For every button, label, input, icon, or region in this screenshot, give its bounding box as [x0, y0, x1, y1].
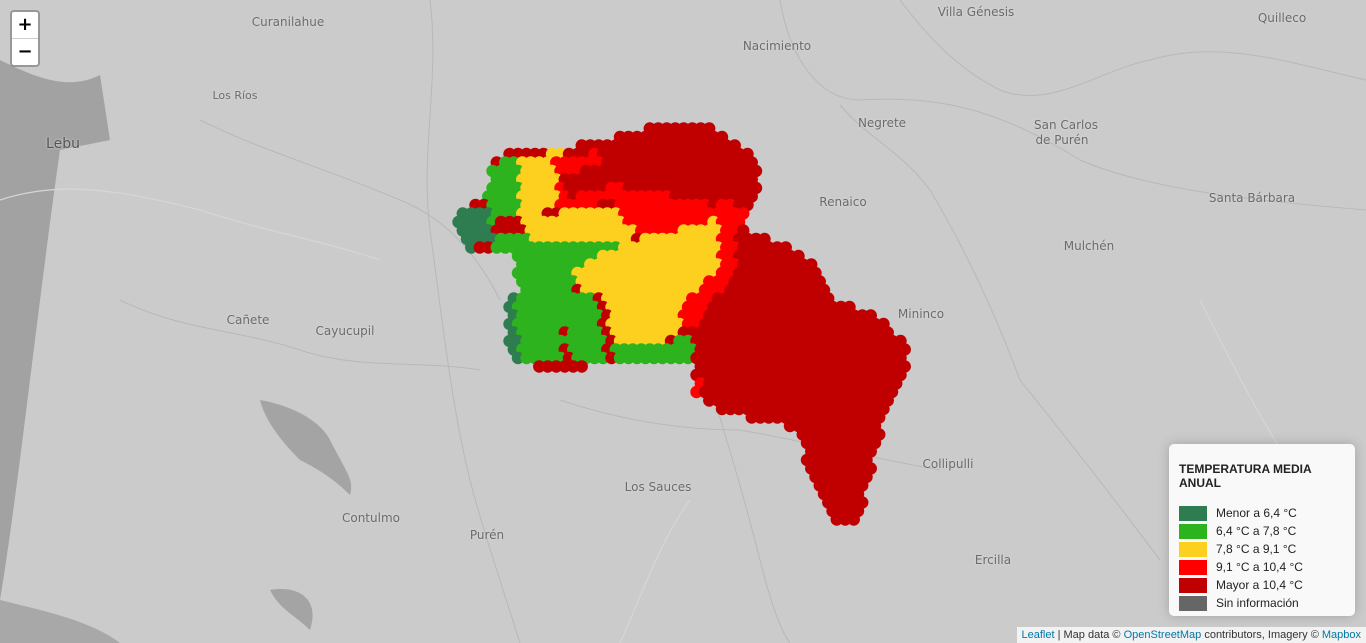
place-label: Lebu	[46, 136, 80, 152]
place-label: de Purén	[1035, 133, 1089, 147]
legend-item: Menor a 6,4 °C	[1179, 504, 1345, 522]
legend-title: TEMPERATURA MEDIA ANUAL	[1179, 462, 1312, 490]
place-label: Mininco	[897, 307, 945, 321]
place-label: San Carlos	[1034, 118, 1098, 132]
legend-label: 6,4 °C a 7,8 °C	[1216, 524, 1297, 538]
legend-item: 7,8 °C a 9,1 °C	[1179, 540, 1345, 558]
hex-cell[interactable]	[783, 419, 797, 433]
place-label: Purén	[469, 528, 505, 542]
hex-cell[interactable]	[511, 351, 525, 365]
attribution-text: | Map data ©	[1054, 629, 1124, 641]
hex-cell[interactable]	[762, 411, 775, 424]
place-label: Contulmo	[341, 511, 400, 525]
hex-cell[interactable]	[745, 411, 758, 424]
place-label: Los Ríos	[212, 88, 258, 102]
legend-swatch	[1179, 505, 1207, 521]
hex-cell[interactable]	[630, 351, 644, 365]
hex-cell[interactable]	[575, 360, 588, 373]
hex-cell[interactable]	[732, 402, 746, 416]
legend-label: 7,8 °C a 9,1 °C	[1216, 542, 1297, 556]
legend-label: Mayor a 10,4 °C	[1216, 578, 1303, 592]
legend-item: Sin información	[1179, 594, 1345, 612]
hex-cell[interactable]	[613, 351, 627, 365]
hex-cell[interactable]	[647, 351, 661, 365]
hex-cell[interactable]	[681, 351, 695, 365]
legend-label: Menor a 6,4 °C	[1216, 506, 1297, 520]
hex-cell[interactable]	[465, 241, 478, 254]
attribution: Leaflet | Map data © OpenStreetMap contr…	[1016, 627, 1366, 643]
hex-cell[interactable]	[622, 351, 635, 365]
ocean	[0, 60, 110, 600]
place-label: Ercilla	[974, 553, 1012, 567]
hex-cell[interactable]	[490, 241, 503, 254]
map-legend: TEMPERATURA MEDIA ANUAL Menor a 6,4 °C 6…	[1169, 444, 1355, 616]
hex-cell[interactable]	[830, 513, 843, 526]
legend-item: 9,1 °C a 10,4 °C	[1179, 558, 1345, 576]
legend-label: Sin información	[1216, 596, 1299, 610]
hex-cell[interactable]	[715, 402, 729, 416]
place-label: Curanilahue	[251, 15, 325, 29]
hex-cell[interactable]	[482, 241, 495, 254]
zoom-out-button[interactable]: −	[17, 41, 33, 62]
mapbox-link[interactable]: Mapbox	[1321, 629, 1361, 641]
hex-cell[interactable]	[605, 351, 618, 365]
lake	[260, 400, 352, 495]
temperature-hexagons[interactable]	[452, 122, 911, 526]
zoom-in-button[interactable]: +	[12, 12, 38, 39]
hex-cell[interactable]	[724, 402, 737, 416]
hex-cell[interactable]	[673, 351, 686, 365]
hex-cell[interactable]	[703, 394, 716, 407]
openstreetmap-link[interactable]: OpenStreetMap	[1123, 629, 1202, 641]
hex-cell[interactable]	[754, 411, 767, 424]
place-label: Mulchén	[1063, 239, 1115, 253]
hex-cell[interactable]	[499, 241, 512, 254]
hex-cell[interactable]	[664, 351, 678, 365]
hex-cell[interactable]	[520, 351, 533, 365]
legend-swatch	[1179, 577, 1207, 593]
hex-cell[interactable]	[639, 351, 652, 365]
place-label: Quilleco	[1257, 11, 1307, 25]
legend-swatch	[1179, 541, 1207, 557]
legend-item: Mayor a 10,4 °C	[1179, 576, 1345, 594]
hex-cell[interactable]	[588, 351, 601, 365]
hex-cell[interactable]	[596, 351, 610, 365]
place-label: Collipulli	[922, 457, 974, 471]
hex-cell[interactable]	[533, 360, 546, 373]
place-label: Cayucupil	[315, 324, 375, 338]
hex-cell[interactable]	[656, 351, 669, 365]
place-label: Santa Bárbara	[1208, 191, 1296, 205]
hex-cell[interactable]	[473, 241, 486, 254]
hex-cell[interactable]	[690, 385, 703, 399]
place-label: Los Sauces	[624, 480, 692, 494]
hex-cell[interactable]	[541, 360, 554, 373]
place-label: Cañete	[226, 313, 270, 327]
hex-cell[interactable]	[567, 360, 580, 373]
legend-label: 9,1 °C a 10,4 °C	[1216, 560, 1303, 574]
leaflet-link[interactable]: Leaflet	[1021, 629, 1055, 641]
place-label: Negrete	[857, 116, 907, 130]
hex-cell[interactable]	[839, 513, 852, 526]
hex-cell[interactable]	[847, 513, 860, 526]
legend-swatch	[1179, 559, 1207, 575]
hex-cell[interactable]	[558, 360, 571, 373]
attribution-text: contributors, Imagery ©	[1201, 629, 1322, 641]
place-label: Villa Génesis	[937, 5, 1015, 19]
place-label: Nacimiento	[742, 39, 812, 53]
hex-cell[interactable]	[771, 411, 784, 424]
legend-item: 6,4 °C a 7,8 °C	[1179, 522, 1345, 540]
hex-cell[interactable]	[550, 360, 563, 373]
legend-swatch	[1179, 595, 1207, 611]
legend-swatch	[1179, 523, 1207, 539]
place-label: Renaico	[819, 195, 867, 209]
zoom-control: + −	[10, 10, 40, 67]
